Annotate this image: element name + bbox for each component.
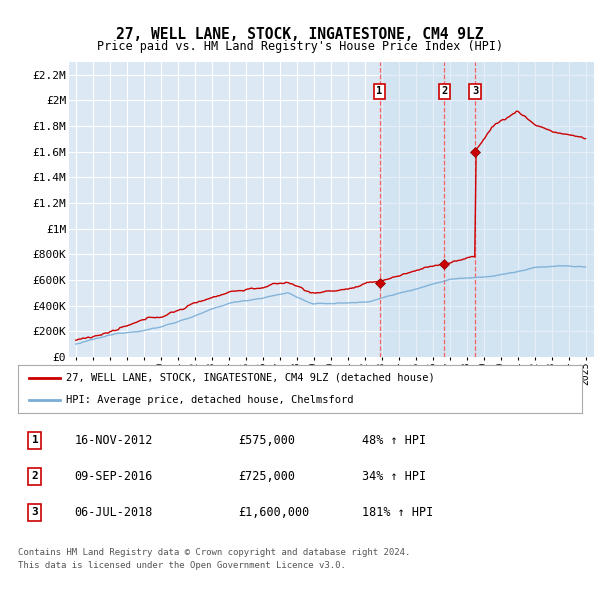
- Text: HPI: Average price, detached house, Chelmsford: HPI: Average price, detached house, Chel…: [66, 395, 353, 405]
- Text: This data is licensed under the Open Government Licence v3.0.: This data is licensed under the Open Gov…: [18, 560, 346, 569]
- Text: 1: 1: [32, 435, 38, 445]
- Text: 48% ↑ HPI: 48% ↑ HPI: [362, 434, 426, 447]
- Text: £1,600,000: £1,600,000: [238, 506, 309, 519]
- Text: 2: 2: [441, 87, 448, 96]
- Text: £725,000: £725,000: [238, 470, 295, 483]
- Polygon shape: [380, 62, 594, 357]
- Text: 3: 3: [32, 507, 38, 517]
- Text: Price paid vs. HM Land Registry's House Price Index (HPI): Price paid vs. HM Land Registry's House …: [97, 40, 503, 53]
- Text: 16-NOV-2012: 16-NOV-2012: [74, 434, 153, 447]
- Text: 1: 1: [376, 87, 383, 96]
- Text: 27, WELL LANE, STOCK, INGATESTONE, CM4 9LZ (detached house): 27, WELL LANE, STOCK, INGATESTONE, CM4 9…: [66, 373, 434, 383]
- Text: 27, WELL LANE, STOCK, INGATESTONE, CM4 9LZ: 27, WELL LANE, STOCK, INGATESTONE, CM4 9…: [116, 27, 484, 42]
- Text: 34% ↑ HPI: 34% ↑ HPI: [362, 470, 426, 483]
- Text: 09-SEP-2016: 09-SEP-2016: [74, 470, 153, 483]
- Text: 3: 3: [472, 87, 478, 96]
- Text: £575,000: £575,000: [238, 434, 295, 447]
- Text: 2: 2: [32, 471, 38, 481]
- Text: Contains HM Land Registry data © Crown copyright and database right 2024.: Contains HM Land Registry data © Crown c…: [18, 548, 410, 556]
- Text: 181% ↑ HPI: 181% ↑ HPI: [362, 506, 433, 519]
- Text: 06-JUL-2018: 06-JUL-2018: [74, 506, 153, 519]
